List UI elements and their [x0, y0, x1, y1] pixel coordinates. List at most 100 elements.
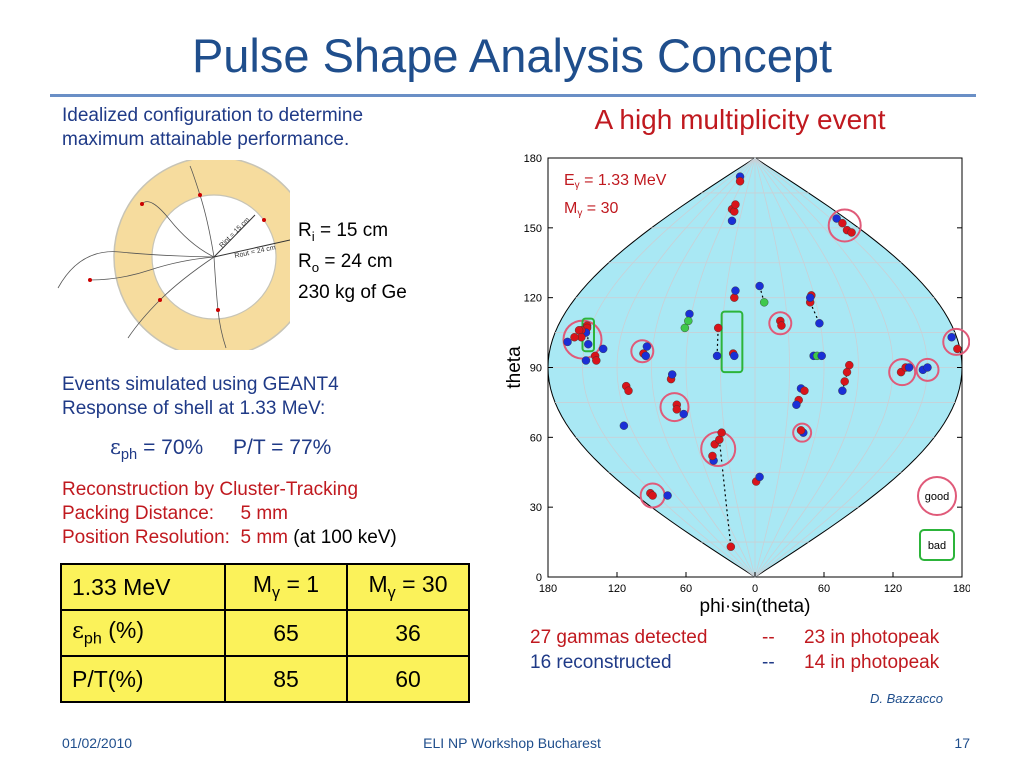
- x-tick-label: 120: [608, 583, 626, 595]
- efficiency-line: εph = 70% P/T = 77%: [110, 435, 332, 464]
- event-point: [777, 321, 786, 330]
- table-cell: 36: [346, 609, 470, 657]
- event-point: [735, 177, 745, 186]
- event-point: [584, 340, 593, 349]
- legend-good-label: good: [925, 491, 949, 503]
- energy-annotation: Eγ = 1.33 MeV: [564, 172, 667, 191]
- interaction-dot: [262, 218, 266, 222]
- event-chart: 180 120 60 0 60 120 1800306090120150180phi·sin…: [504, 153, 970, 617]
- x-tick-label: 60: [818, 583, 830, 595]
- table-cell: εph (%): [60, 609, 226, 657]
- event-point: [731, 200, 740, 209]
- event-point: [717, 428, 726, 437]
- event-point: [684, 316, 693, 326]
- x-tick-label: 120: [884, 583, 902, 595]
- event-point: [563, 337, 572, 347]
- table-cell: Mγ = 30: [346, 563, 470, 611]
- event-point: [672, 405, 682, 414]
- event-point: [796, 426, 806, 435]
- event-point: [838, 386, 847, 395]
- table-cell: 65: [224, 609, 348, 657]
- event-point: [642, 342, 652, 351]
- event-point: [570, 333, 579, 342]
- event-point: [679, 409, 688, 419]
- event-point: [730, 207, 739, 216]
- table-row: P/T(%) 85 60: [60, 655, 470, 703]
- event-point: [685, 309, 694, 319]
- event-point: [806, 293, 815, 302]
- event-point: [792, 400, 801, 409]
- event-point: [817, 351, 826, 361]
- summary-text: 27 gammas detected -- 23 in photopeak 16 r…: [530, 625, 939, 675]
- event-point: [730, 351, 739, 361]
- page-number: 17: [954, 735, 970, 751]
- y-tick-label: 120: [524, 293, 542, 305]
- interaction-dot: [140, 202, 144, 206]
- table-cell: 60: [346, 655, 470, 703]
- x-tick-label: 180: [539, 583, 557, 595]
- event-point: [708, 451, 717, 461]
- event-point: [947, 333, 956, 342]
- y-tick-label: 0: [536, 572, 542, 584]
- event-point: [727, 216, 737, 226]
- event-point: [574, 326, 584, 335]
- y-tick-label: 150: [524, 223, 542, 235]
- good-cluster-circle: [792, 422, 813, 443]
- interaction-dot: [158, 298, 162, 302]
- event-point: [731, 286, 740, 295]
- event-point: [815, 319, 824, 328]
- good-cluster-circle: [888, 358, 917, 387]
- good-cluster-circle: [659, 392, 690, 423]
- shell-diagram: Rint = 15 cm Rout = 24 cm: [57, 160, 290, 350]
- inner-radius-text: Ri = 15 cm: [298, 220, 389, 244]
- event-point: [904, 363, 914, 372]
- event-point: [760, 298, 769, 307]
- interaction-dot: [198, 193, 202, 197]
- reconstruction-text: Reconstruction by Cluster-Tracking Packi…: [62, 479, 397, 548]
- y-tick-label: 60: [530, 432, 542, 444]
- multiplicity-annotation: Mγ = 30: [564, 200, 618, 219]
- interaction-dot: [216, 308, 220, 312]
- good-cluster-circle: [827, 208, 862, 243]
- x-tick-label: 0: [752, 583, 758, 595]
- event-point: [832, 214, 841, 223]
- good-cluster-circle: [768, 311, 793, 336]
- event-point: [755, 472, 764, 482]
- summary-line: 16 reconstructed -- 14 in photopeak: [530, 652, 940, 673]
- event-point: [663, 491, 672, 500]
- event-point: [845, 360, 854, 370]
- summary-line: 27 gammas detected -- 23 in photopeak: [530, 627, 940, 648]
- good-cluster-circle: [915, 357, 940, 382]
- outer-radius-arrow: [213, 239, 290, 258]
- cluster-link: [809, 302, 820, 324]
- footer-title: ELI NP Workshop Bucharest: [423, 735, 601, 751]
- event-point: [592, 356, 601, 365]
- gamma-track: [57, 251, 215, 289]
- event-point: [598, 344, 608, 354]
- event-point: [648, 491, 657, 500]
- event-point: [715, 435, 724, 444]
- outer-radius-text: Ro = 24 cm: [298, 250, 393, 275]
- events-text: Events simulated using GEANT4 Response o…: [62, 374, 339, 419]
- event-point: [581, 356, 591, 365]
- mass-text: 230 kg of Ge: [298, 281, 407, 303]
- event-point: [838, 218, 847, 228]
- good-cluster-circle: [630, 339, 655, 364]
- intro-line: maximum attainable performance.: [62, 129, 350, 150]
- interaction-dot: [88, 278, 92, 282]
- results-table: 1.33 MeV Mγ = 1 Mγ = 30 εph (%) 65 36 P/…: [60, 563, 470, 703]
- event-point: [847, 228, 856, 237]
- event-point: [953, 344, 962, 354]
- table-row: εph (%) 65 36: [60, 609, 470, 657]
- event-title: A high multiplicity event: [594, 104, 886, 135]
- legend-good-circle: [917, 476, 957, 516]
- x-tick-label: 180: [953, 583, 970, 595]
- table-cell: P/T(%): [60, 655, 226, 703]
- intro-text: Idealized configuration to determine max…: [62, 104, 462, 152]
- y-axis-label: theta: [504, 346, 525, 389]
- good-cluster-circle: [942, 327, 970, 356]
- author-credit: D. Bazzacco: [870, 691, 943, 706]
- event-point: [680, 323, 690, 333]
- title-divider: [50, 94, 976, 97]
- event-point: [730, 293, 739, 302]
